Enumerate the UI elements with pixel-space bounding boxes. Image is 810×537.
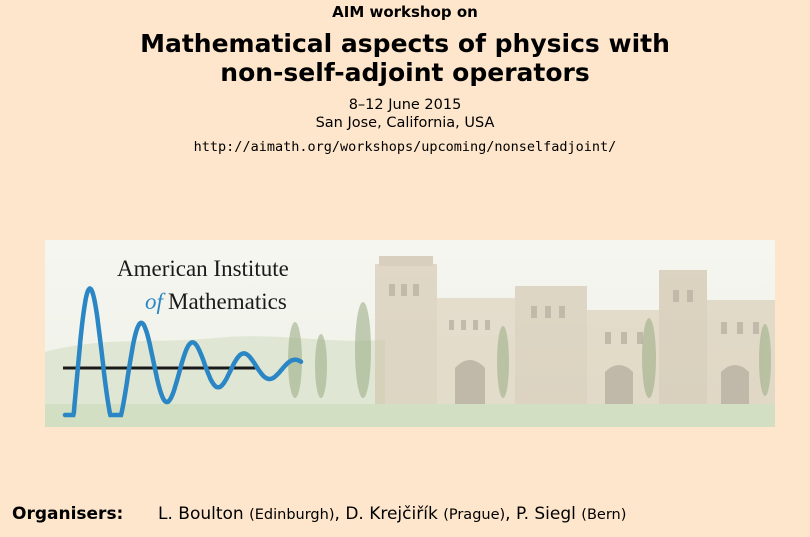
workshop-location: San Jose, California, USA <box>315 115 495 131</box>
organiser-affiliation: (Prague) <box>443 507 506 523</box>
workshop-kicker: AIM workshop on <box>332 3 478 21</box>
logo-line2: Mathematics <box>168 289 287 314</box>
organisers-label: Organisers: <box>12 504 124 524</box>
organiser-3: P. Siegl (Bern) <box>516 504 626 524</box>
workshop-dates: 8–12 June 2015 <box>348 97 462 113</box>
organisers-line: Organisers: L. Boulton (Edinburgh), D. Kr… <box>12 503 626 526</box>
organiser-name: D. Krejčiřík <box>345 504 438 524</box>
logo-line1: American Institute <box>117 256 289 281</box>
aim-banner-graphic: American Institute of Mathematics <box>45 240 775 427</box>
organiser-separator: , <box>505 504 511 524</box>
organiser-name: L. Boulton <box>158 504 244 524</box>
lawn <box>45 404 775 427</box>
organiser-affiliation: (Edinburgh) <box>249 507 335 523</box>
cypress-trees <box>288 302 771 398</box>
organiser-name: P. Siegl <box>515 504 576 524</box>
organiser-separator: , <box>334 504 340 524</box>
workshop-header: AIM workshop on Mathematical aspects of … <box>0 2 810 157</box>
organiser-affiliation: (Bern) <box>581 507 627 523</box>
logo-damped-wave <box>62 286 304 418</box>
workshop-title-line1: Mathematical aspects of physics with <box>140 29 670 58</box>
workshop-url[interactable]: http://aimath.org/workshops/upcoming/non… <box>193 139 617 155</box>
workshop-title: Mathematical aspects of physics with non… <box>0 29 810 87</box>
workshop-title-line2: non-self-adjoint operators <box>220 58 590 87</box>
aim-banner-image: American Institute of Mathematics <box>45 240 775 427</box>
organiser-1: L. Boulton (Edinburgh), <box>158 504 340 524</box>
logo-of: of <box>145 289 167 314</box>
organiser-2: D. Krejčiřík (Prague), <box>345 504 510 524</box>
